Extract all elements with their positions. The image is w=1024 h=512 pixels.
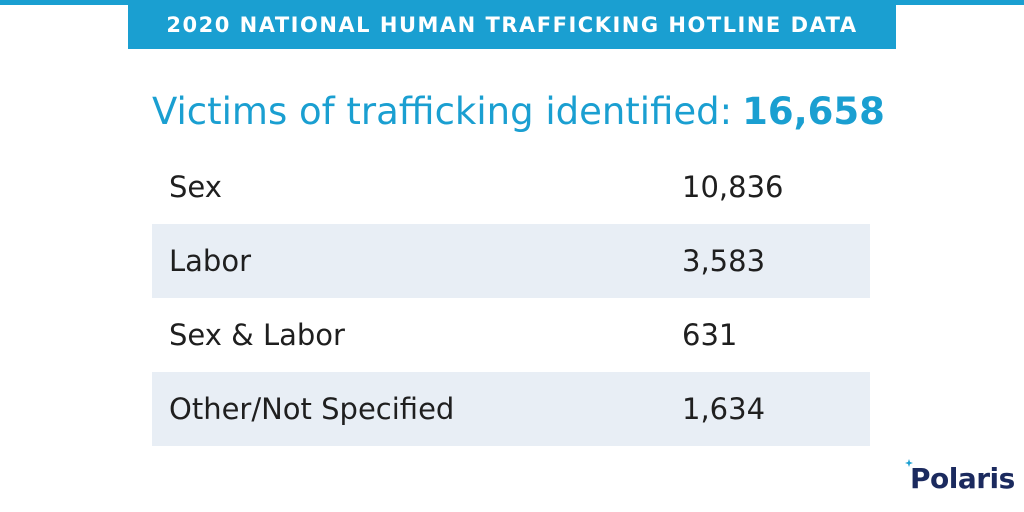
row-label: Labor xyxy=(169,244,252,278)
row-value: 10,836 xyxy=(682,170,784,204)
headline-label: Victims of trafficking identified: xyxy=(152,90,733,133)
headline-total: 16,658 xyxy=(742,90,885,133)
banner-title: 2020 NATIONAL HUMAN TRAFFICKING HOTLINE … xyxy=(166,12,858,37)
logo-star xyxy=(905,459,913,467)
row-label: Sex xyxy=(169,170,222,204)
row-label: Sex & Labor xyxy=(169,318,345,352)
row-value: 3,583 xyxy=(682,244,766,278)
row-value: 1,634 xyxy=(682,392,766,426)
banner: 2020 NATIONAL HUMAN TRAFFICKING HOTLINE … xyxy=(128,0,896,49)
row-label: Other/Not Specified xyxy=(169,392,455,426)
logo: Polaris xyxy=(910,462,1015,495)
headline: Victims of trafficking identified: 16,658 xyxy=(152,90,885,133)
table-row: Other/Not Specified 1,634 xyxy=(152,372,870,446)
table-row: Labor 3,583 xyxy=(152,224,870,298)
table: Sex 10,836 Labor 3,583 Sex & Labor 631 Othe… xyxy=(152,150,870,446)
row-value: 631 xyxy=(682,318,738,352)
table-row: Sex & Labor 631 xyxy=(152,298,870,372)
table-row: Sex 10,836 xyxy=(152,150,870,224)
